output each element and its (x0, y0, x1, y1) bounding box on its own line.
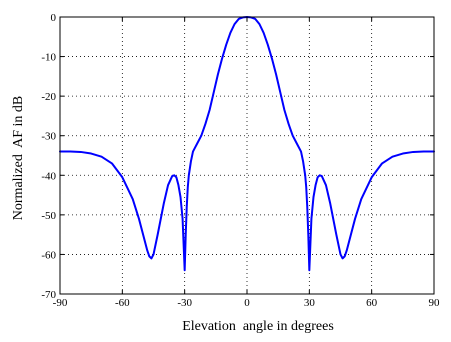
x-tick-labels: -90 -60 -30 0 30 60 90 (53, 297, 440, 309)
x-tick-label: 60 (366, 297, 378, 309)
plot-area-background (60, 17, 434, 294)
x-tick-label: -30 (177, 297, 192, 309)
y-tick-labels: 0 -10 -20 -30 -40 -50 -60 -70 (41, 12, 56, 301)
y-axis-label: Normalized AF in dB (11, 96, 26, 220)
tick-marks (59, 16, 435, 295)
x-tick-label: -90 (53, 297, 68, 309)
y-tick-label: -10 (41, 52, 56, 64)
y-tick-label: -70 (41, 289, 56, 301)
y-tick-label: 0 (51, 12, 57, 24)
y-tick-label: -30 (41, 131, 56, 143)
y-tick-label: -40 (41, 170, 56, 182)
x-tick-label: 0 (244, 297, 250, 309)
y-tick-label: -20 (41, 91, 56, 103)
y-tick-label: -60 (41, 249, 56, 261)
x-tick-label: -60 (115, 297, 130, 309)
x-axis-label: Elevation angle in degrees (182, 319, 334, 334)
x-tick-label: 90 (429, 297, 441, 309)
x-tick-label: 30 (304, 297, 316, 309)
y-tick-label: -50 (41, 210, 56, 222)
